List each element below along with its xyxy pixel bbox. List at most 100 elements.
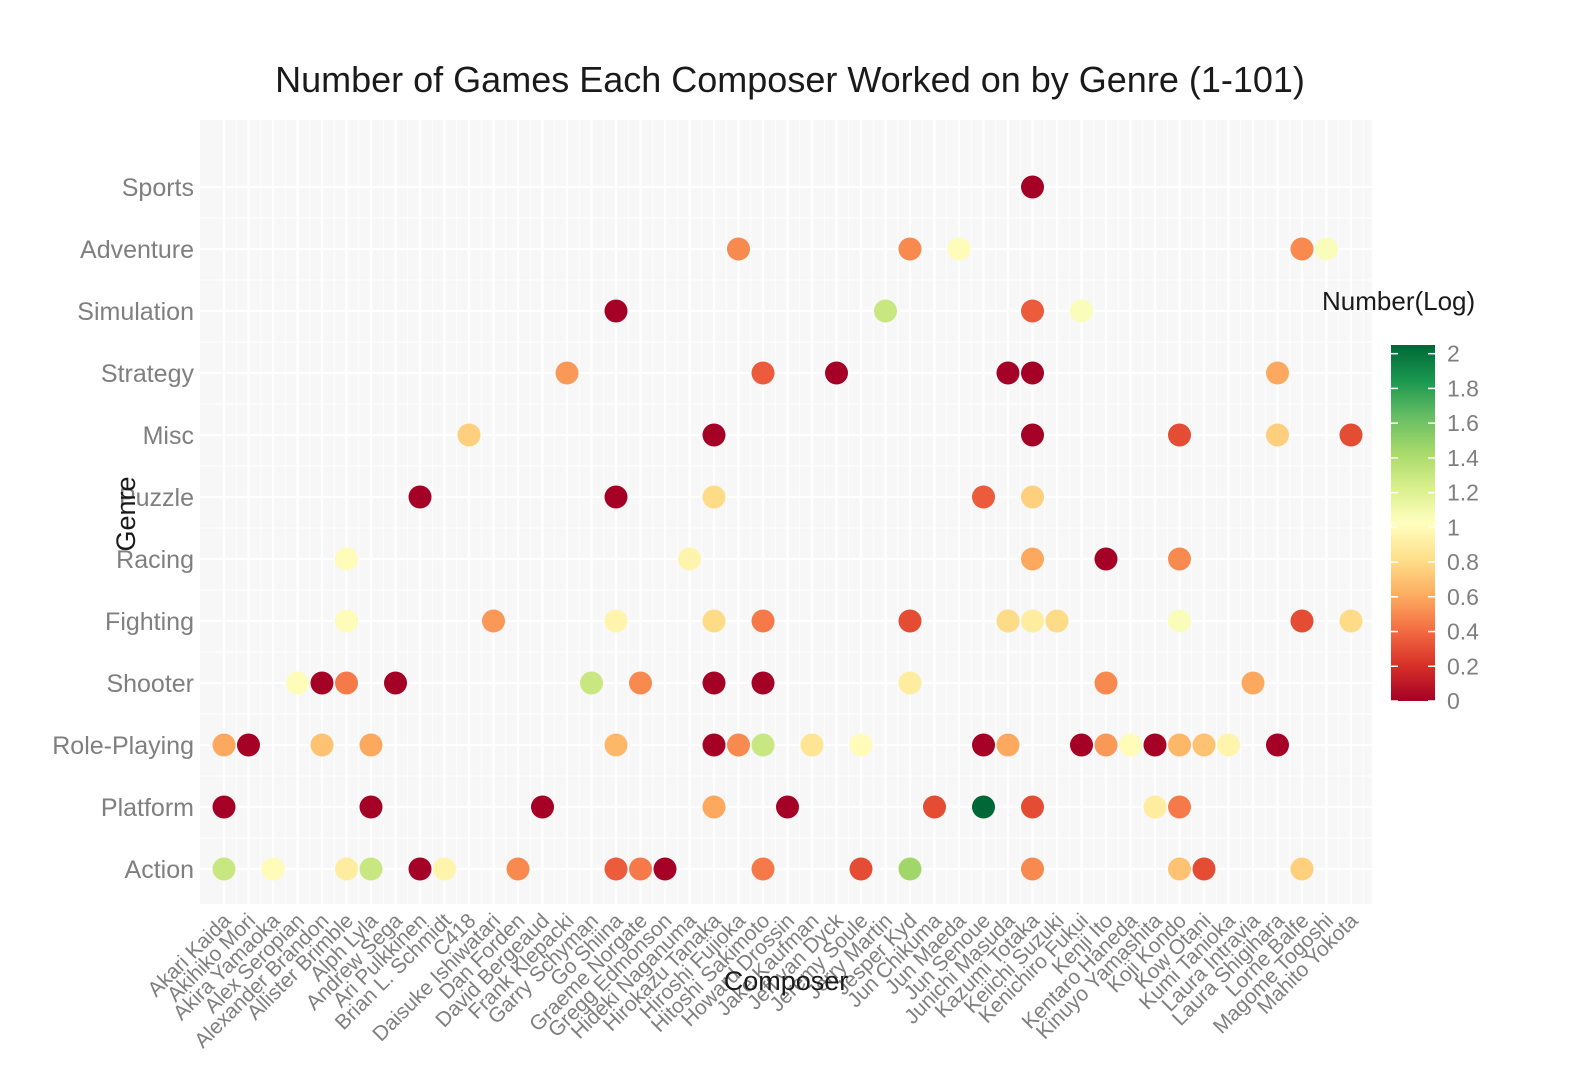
data-point	[1094, 547, 1118, 571]
plot-panel	[200, 120, 1372, 904]
y-axis-title: Genre	[111, 476, 141, 551]
data-point	[1021, 361, 1044, 385]
data-point	[335, 547, 358, 571]
data-point	[1168, 733, 1191, 757]
y-tick-label: Adventure	[80, 236, 194, 264]
data-point	[1266, 733, 1289, 757]
data-point	[555, 361, 579, 385]
legend-tick-label: 0.6	[1447, 584, 1479, 610]
data-point	[751, 609, 775, 633]
data-point	[849, 733, 873, 757]
data-point	[604, 609, 628, 633]
data-point	[1192, 733, 1216, 757]
data-point	[1290, 237, 1314, 261]
y-tick-label: Fighting	[105, 608, 194, 636]
data-point	[604, 733, 628, 757]
data-point	[335, 609, 358, 633]
data-point	[1315, 237, 1338, 261]
legend-tick-label: 2	[1447, 341, 1460, 367]
data-point	[335, 857, 358, 881]
legend-title: Number(Log)	[1322, 286, 1475, 316]
data-point	[996, 361, 1020, 385]
data-point	[678, 547, 701, 571]
data-point	[384, 671, 407, 695]
y-tick-label: Misc	[143, 422, 194, 450]
y-tick-label: Role-Playing	[52, 732, 194, 760]
x-axis-title: Composer	[724, 966, 849, 996]
data-point	[1339, 423, 1363, 447]
data-point	[727, 733, 750, 757]
data-point	[1070, 733, 1093, 757]
data-point	[359, 795, 383, 819]
y-tick-label: Puzzle	[119, 484, 194, 512]
data-point	[1168, 547, 1191, 571]
data-point	[1119, 733, 1142, 757]
data-point	[359, 733, 383, 757]
data-point	[604, 299, 628, 323]
data-point	[996, 609, 1020, 633]
data-point	[1021, 857, 1044, 881]
legend-tick-label: 0.8	[1447, 549, 1479, 575]
data-point	[1168, 857, 1191, 881]
data-point	[506, 857, 530, 881]
y-tick-label: Shooter	[106, 670, 194, 698]
data-point	[1168, 795, 1191, 819]
legend-tick-label: 0	[1447, 688, 1460, 714]
data-point	[482, 609, 505, 633]
legend-ticks: 0 0.2 0.4 0.6 0.8 1 1.2 1.4 1.6 1.8 2	[1391, 341, 1479, 714]
data-point	[825, 361, 848, 385]
data-point	[727, 237, 750, 261]
data-point	[1266, 423, 1289, 447]
data-point	[702, 609, 726, 633]
data-point	[1192, 857, 1216, 881]
data-point	[1241, 671, 1265, 695]
data-point	[1168, 609, 1191, 633]
data-point	[310, 733, 334, 757]
data-point	[1290, 609, 1314, 633]
legend-tick-label: 1.4	[1447, 445, 1479, 471]
legend-tick-label: 0.4	[1447, 619, 1479, 645]
data-point	[849, 857, 873, 881]
data-point	[1070, 299, 1093, 323]
y-tick-label: Sports	[122, 174, 194, 202]
data-point	[335, 671, 358, 695]
data-point	[923, 795, 946, 819]
data-point	[702, 671, 726, 695]
data-point	[751, 733, 775, 757]
data-point	[898, 237, 922, 261]
y-tick-label: Action	[125, 856, 194, 884]
data-points	[212, 175, 1363, 881]
data-point	[702, 423, 726, 447]
data-point	[1094, 733, 1118, 757]
data-point	[874, 299, 897, 323]
data-point	[972, 795, 995, 819]
data-point	[1021, 609, 1044, 633]
data-point	[947, 237, 971, 261]
data-point	[1021, 547, 1044, 571]
data-point	[359, 857, 383, 881]
data-point	[261, 857, 285, 881]
data-point	[1021, 485, 1044, 509]
data-point	[653, 857, 677, 881]
data-point	[702, 733, 726, 757]
data-point	[604, 857, 628, 881]
data-point	[1045, 609, 1069, 633]
y-tick-label: Simulation	[77, 298, 194, 326]
data-point	[629, 671, 652, 695]
data-point	[604, 485, 628, 509]
y-tick-label: Racing	[116, 546, 194, 574]
data-point	[1143, 733, 1167, 757]
data-point	[1266, 361, 1289, 385]
y-tick-label: Strategy	[101, 360, 195, 388]
data-point	[702, 795, 726, 819]
data-point	[1143, 795, 1167, 819]
legend-colorbar	[1391, 345, 1435, 701]
data-point	[408, 485, 432, 509]
data-point	[1021, 175, 1044, 199]
data-point	[751, 671, 775, 695]
data-point	[898, 609, 922, 633]
legend-tick-label: 1	[1447, 514, 1460, 540]
legend-tick-label: 0.2	[1447, 653, 1479, 679]
data-point	[237, 733, 260, 757]
